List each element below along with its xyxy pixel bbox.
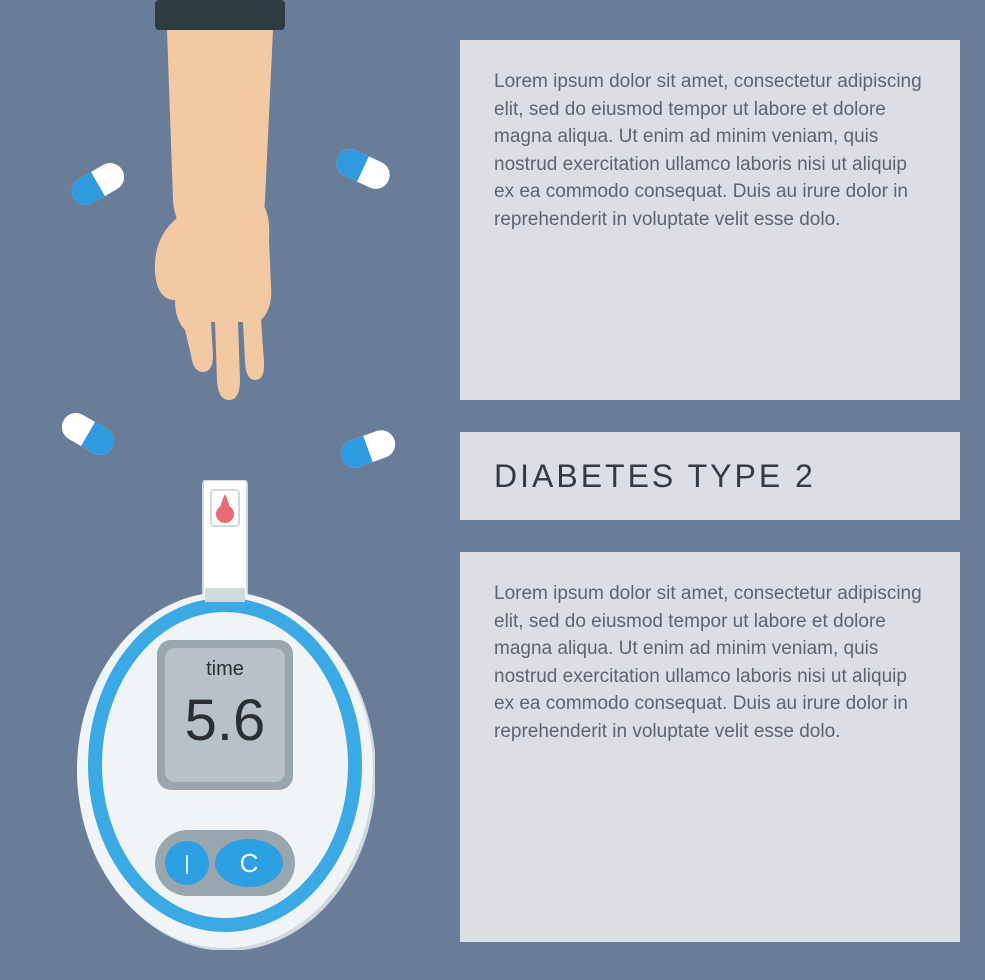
pill-icon — [67, 158, 129, 210]
cuff-shape — [155, 0, 285, 30]
thumb-shape — [155, 218, 179, 300]
pill-icon — [337, 426, 399, 471]
infographic-canvas: Lorem ipsum dolor sit amet, consectetur … — [0, 0, 985, 980]
paragraph-top-text: Lorem ipsum dolor sit amet, consectetur … — [494, 71, 922, 230]
pill-icon — [332, 144, 395, 193]
title-panel: DIABETES TYPE 2 — [460, 432, 960, 520]
pill-icon — [57, 408, 119, 460]
screen-label: time — [206, 658, 244, 680]
hand-shape — [175, 200, 272, 400]
paragraph-bottom-text: Lorem ipsum dolor sit amet, consectetur … — [494, 583, 922, 742]
screen-reading: 5.6 — [185, 688, 266, 753]
glucometer-illustration: time 5.6 | C — [75, 480, 375, 950]
power-button-label: | — [184, 853, 189, 875]
c-button-label: C — [240, 848, 259, 878]
infographic-title: DIABETES TYPE 2 — [494, 458, 816, 495]
text-panel-bottom: Lorem ipsum dolor sit amet, consectetur … — [460, 552, 960, 942]
text-panel-top: Lorem ipsum dolor sit amet, consectetur … — [460, 40, 960, 400]
hand-illustration — [145, 0, 295, 420]
